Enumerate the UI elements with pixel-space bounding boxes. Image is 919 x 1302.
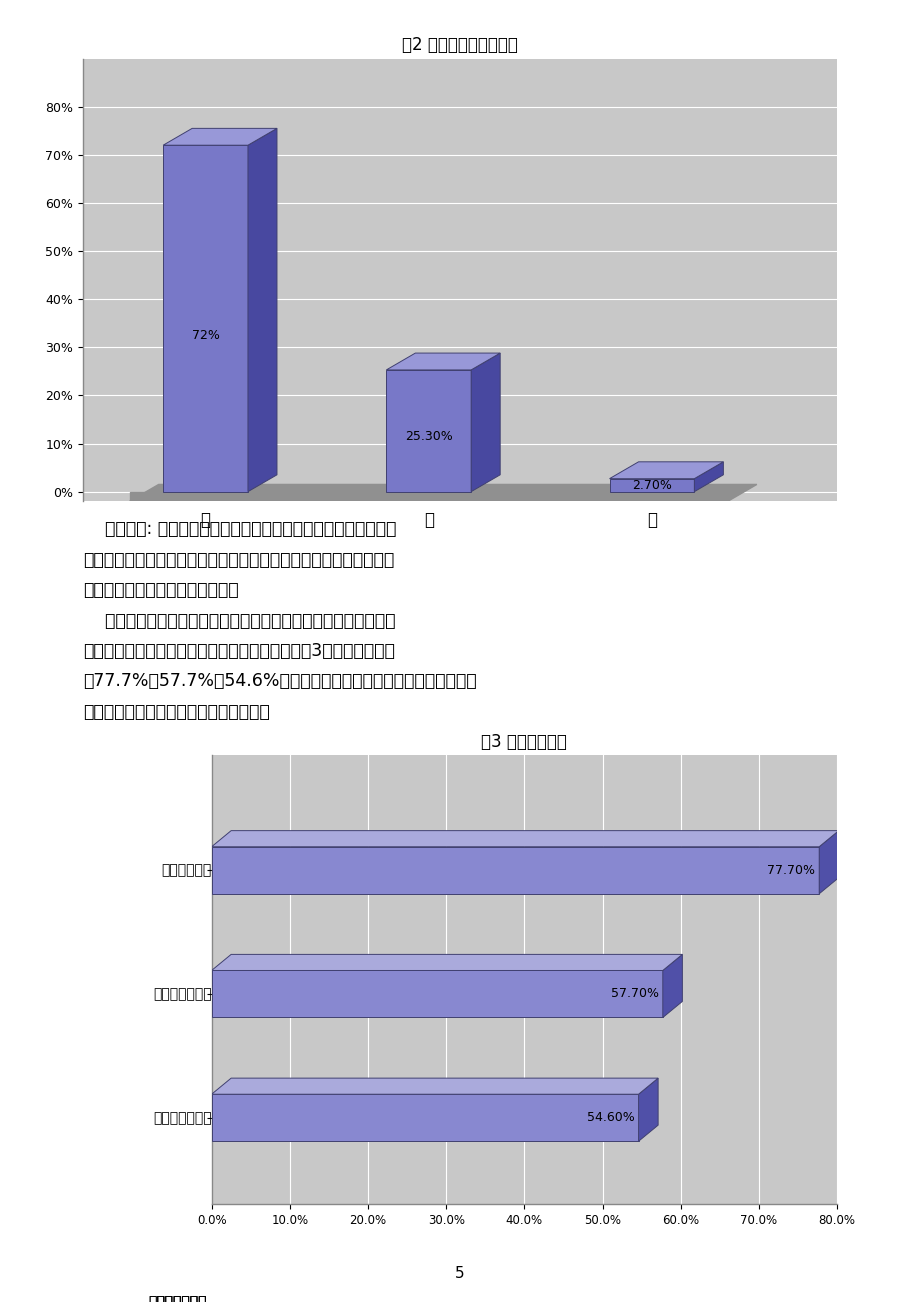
Text: 57.70%: 57.70% bbox=[610, 987, 658, 1000]
Polygon shape bbox=[211, 1094, 638, 1142]
Text: 由不当操作造成: 由不当操作造成 bbox=[153, 1111, 211, 1125]
Text: 5: 5 bbox=[455, 1266, 464, 1281]
Polygon shape bbox=[386, 370, 471, 492]
Polygon shape bbox=[211, 831, 838, 846]
Polygon shape bbox=[130, 492, 727, 501]
Polygon shape bbox=[163, 146, 248, 492]
Text: 由包装容器带入: 由包装容器带入 bbox=[153, 987, 211, 1001]
Text: 由污染源带入: 由污染源带入 bbox=[161, 863, 211, 878]
Text: 由包装容器带入: 由包装容器带入 bbox=[148, 1295, 207, 1302]
Polygon shape bbox=[130, 484, 756, 501]
Polygon shape bbox=[211, 954, 682, 970]
Text: 体内富集，对人体造成潜在的危害。调查结果说明大家对影响我们健: 体内富集，对人体造成潜在的危害。调查结果说明大家对影响我们健 bbox=[83, 551, 393, 569]
Polygon shape bbox=[609, 479, 694, 492]
Polygon shape bbox=[211, 1078, 657, 1094]
Title: 图3 重金属的来源: 图3 重金属的来源 bbox=[481, 733, 567, 751]
Text: 2.70%: 2.70% bbox=[631, 479, 671, 492]
Polygon shape bbox=[163, 129, 277, 146]
Text: 由污染源带入: 由污染源带入 bbox=[156, 1295, 207, 1302]
Text: 当操作，以及由食品包装容器的带入。而调查（图3）也表明，分别: 当操作，以及由食品包装容器的带入。而调查（图3）也表明，分别 bbox=[83, 642, 394, 660]
Polygon shape bbox=[818, 831, 838, 893]
Text: 由不当操作造成: 由不当操作造成 bbox=[148, 1295, 207, 1302]
Polygon shape bbox=[694, 462, 722, 492]
Polygon shape bbox=[211, 970, 662, 1017]
Title: 图2 哪种元素对人体有害: 图2 哪种元素对人体有害 bbox=[402, 36, 517, 55]
Text: 77.70%: 77.70% bbox=[766, 863, 814, 876]
Text: 康的几种金属有比较正确的相识。: 康的几种金属有比较正确的相识。 bbox=[83, 581, 238, 599]
Polygon shape bbox=[248, 129, 277, 492]
Polygon shape bbox=[471, 353, 500, 492]
Polygon shape bbox=[211, 846, 818, 893]
Text: 朗77.7%、57.7%、54.6%的人分别认同以上三种途径。说明大家对重: 朗77.7%、57.7%、54.6%的人分别认同以上三种途径。说明大家对重 bbox=[83, 672, 476, 690]
Text: 金属污染的途径的相识还是比较全面的。: 金属污染的途径的相识还是比较全面的。 bbox=[83, 703, 269, 721]
Polygon shape bbox=[662, 954, 682, 1017]
Polygon shape bbox=[638, 1078, 657, 1142]
Text: 重金属的来源通常是食品厂旁边有污染源，或在加工过程中的不: 重金属的来源通常是食品厂旁边有污染源，或在加工过程中的不 bbox=[83, 612, 395, 630]
Text: 25.30%: 25.30% bbox=[404, 431, 452, 444]
Polygon shape bbox=[386, 353, 500, 370]
Text: 72%: 72% bbox=[191, 329, 220, 342]
Polygon shape bbox=[609, 462, 722, 479]
Text: 资料表明: 铁是一种对人体有益的元素，而铅和铝的摄入会在人: 资料表明: 铁是一种对人体有益的元素，而铅和铝的摄入会在人 bbox=[83, 521, 396, 539]
Text: 54.60%: 54.60% bbox=[586, 1111, 634, 1124]
